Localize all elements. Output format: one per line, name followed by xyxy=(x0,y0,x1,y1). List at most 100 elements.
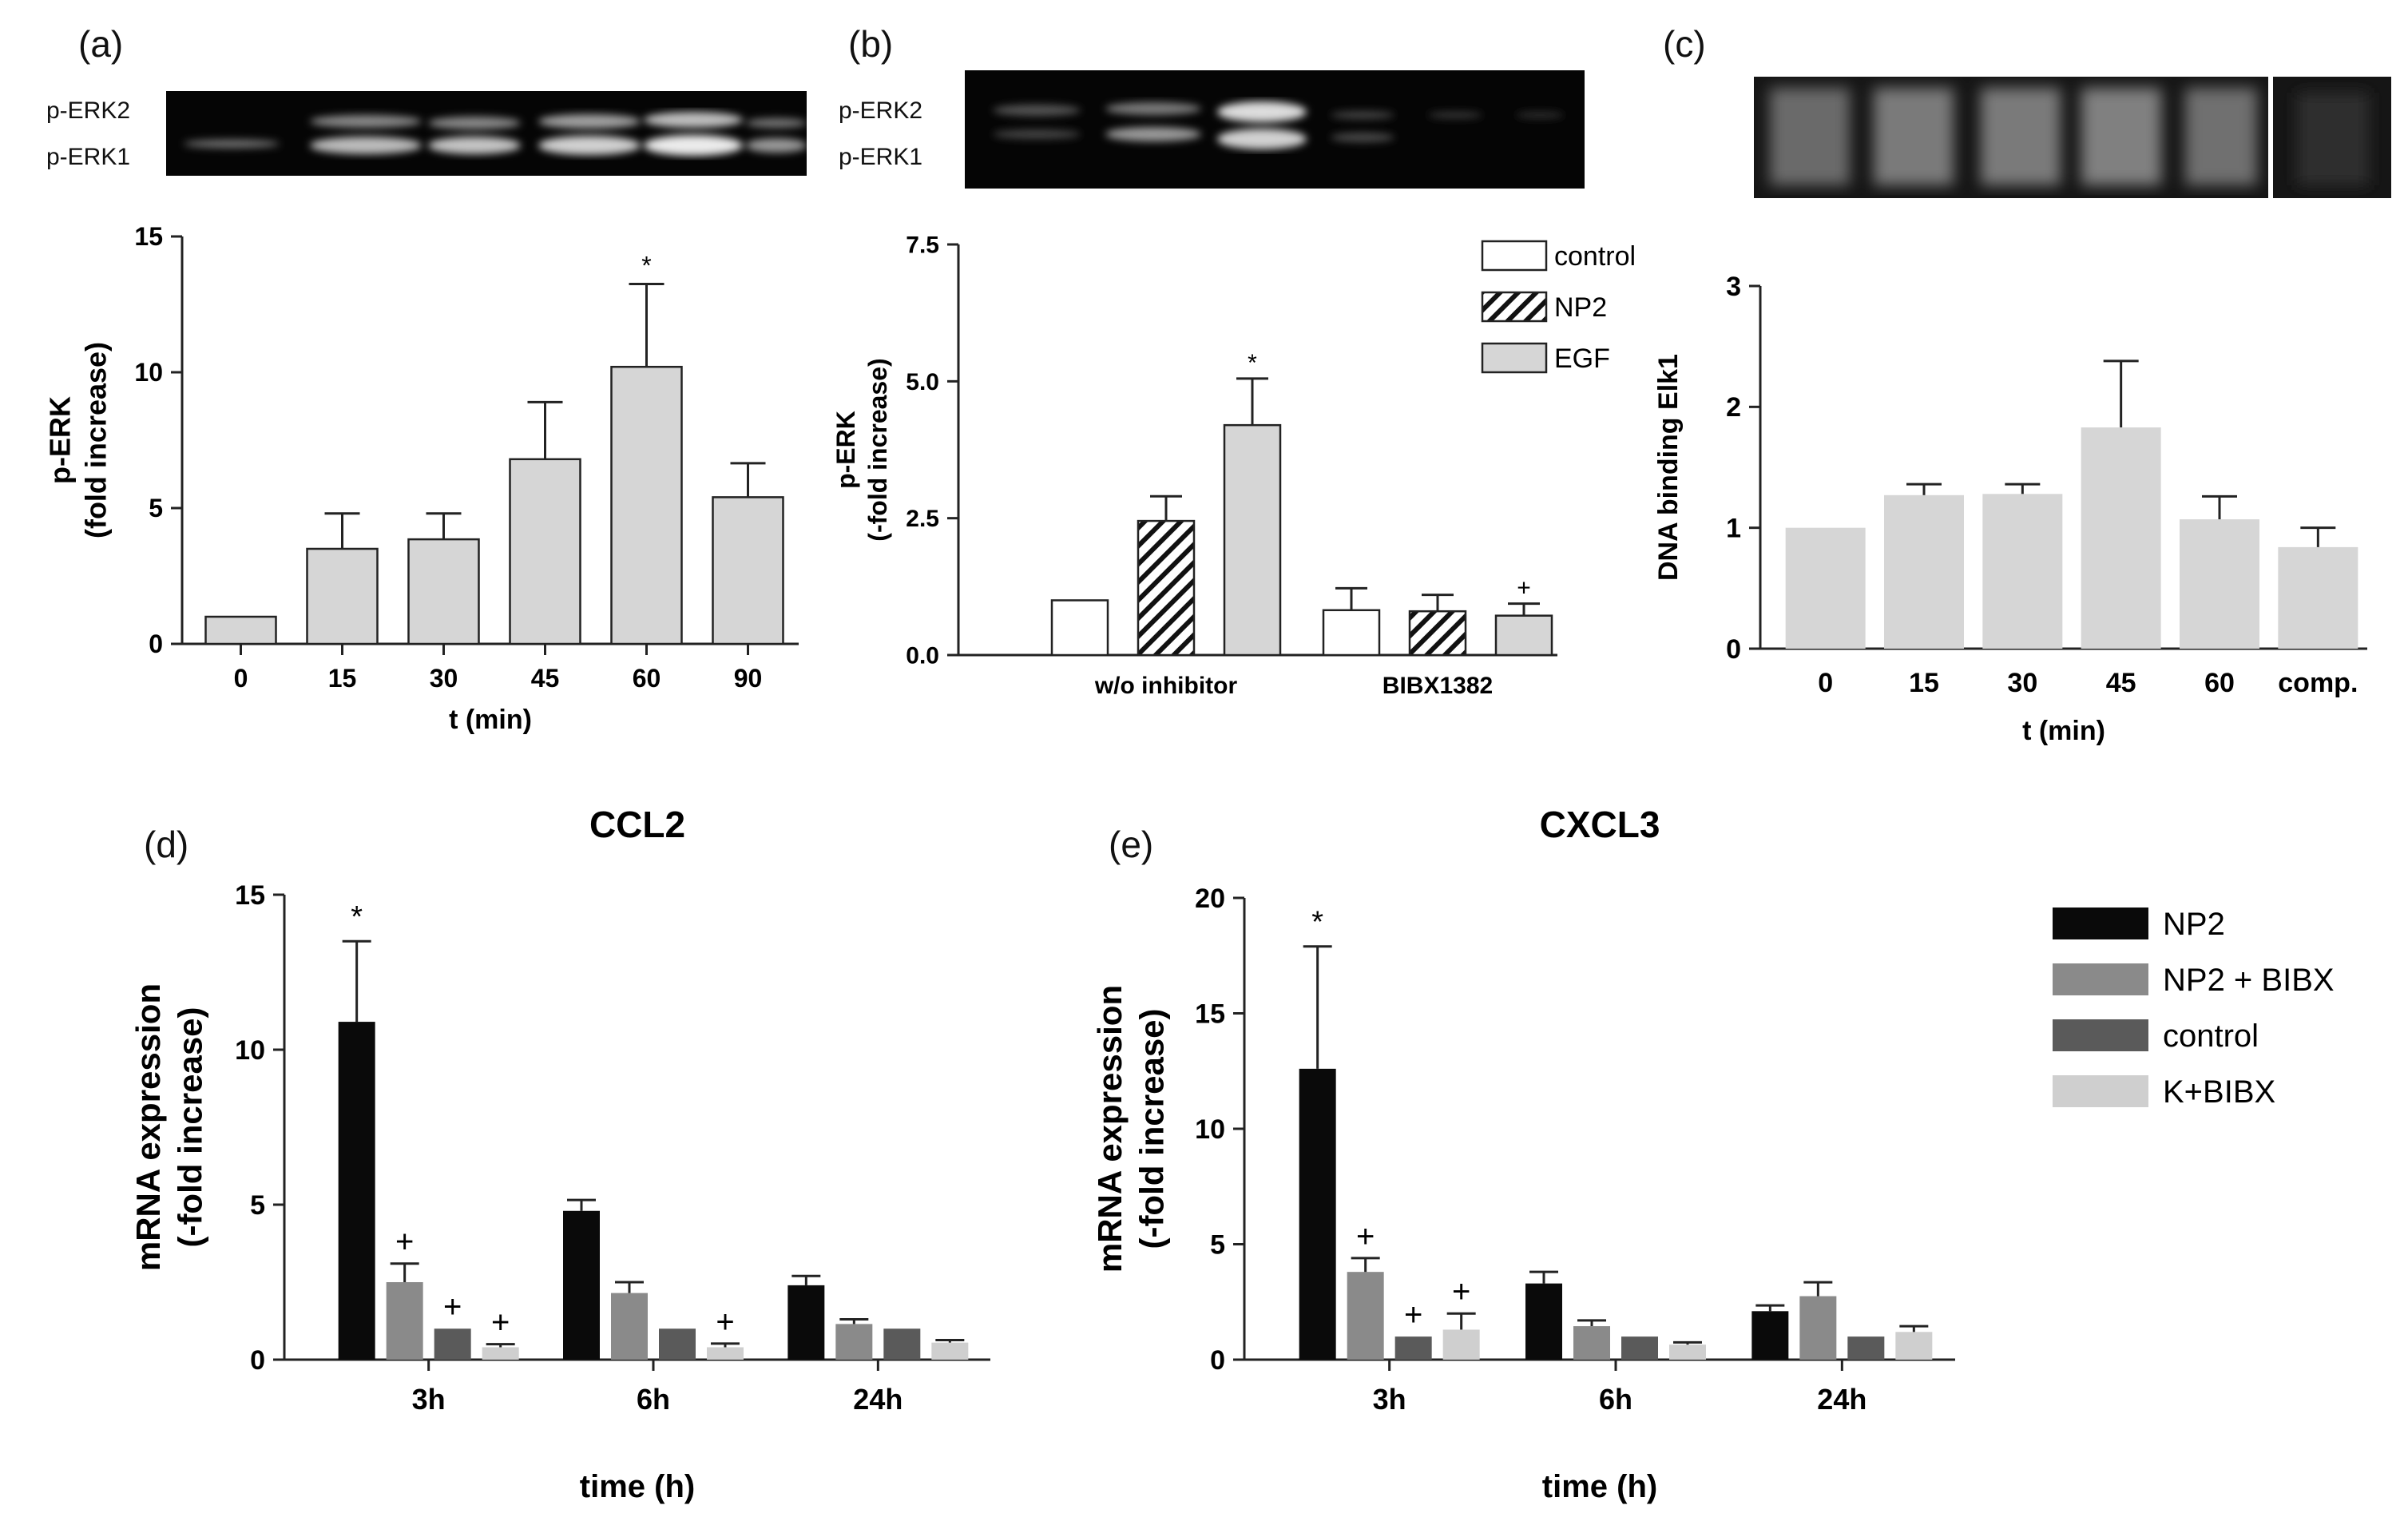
chart-c-y-tick-label: 3 xyxy=(1726,272,1741,302)
chart-c-x-tick-label: comp. xyxy=(2278,668,2358,698)
chart-b-y-tick-label: 2.5 xyxy=(906,506,939,532)
legend-de-label: NP2 + BIBX xyxy=(2163,963,2335,998)
chart-a-bar xyxy=(407,538,480,645)
chart-c-x-tick-label: 0 xyxy=(1818,668,1833,698)
legend-de-swatch xyxy=(2053,1075,2148,1107)
chart-b-annotation: + xyxy=(1517,575,1531,602)
chart-a-y-title: (fold increase) xyxy=(80,342,113,538)
legend-de-label: NP2 xyxy=(2163,907,2225,942)
chart-e-bar xyxy=(1394,1336,1432,1360)
chart-b-x-tick-label: BIBX1382 xyxy=(1383,673,1493,699)
chart-e-x-tick-label: 6h xyxy=(1599,1383,1632,1416)
chart-a-x-title: t (min) xyxy=(449,705,532,735)
chart-c-y-title: DNA binding Elk1 xyxy=(1653,354,1684,581)
chart-b-y-title: (-fold increase) xyxy=(863,358,892,541)
chart-d-annotation: + xyxy=(395,1225,414,1260)
chart-e-annotation: * xyxy=(1311,906,1323,939)
chart-c-bar xyxy=(2081,427,2161,649)
chart-c-bar xyxy=(2180,519,2259,649)
chart-e-x-tick-label: 3h xyxy=(1373,1383,1406,1416)
chart-e-x-title: time (h) xyxy=(1542,1469,1657,1504)
chart-d-bar xyxy=(563,1210,600,1360)
chart-a-x-tick-label: 15 xyxy=(328,664,357,693)
legend-de-swatch xyxy=(2053,963,2148,995)
chart-d-bar xyxy=(386,1282,423,1360)
chart-c-bar xyxy=(2278,546,2358,649)
chart-d-bar xyxy=(434,1328,471,1360)
chart-b-bar xyxy=(1050,599,1109,657)
chart-a-y-tick-label: 0 xyxy=(149,629,163,658)
chart-e-y-tick-label: 5 xyxy=(1210,1229,1225,1260)
chart-b-legend-label: NP2 xyxy=(1554,292,1607,323)
chart-c-y-tick-label: 0 xyxy=(1726,634,1741,665)
chart-d-annotation: + xyxy=(491,1305,510,1340)
chart-d-bar xyxy=(787,1285,825,1360)
chart-a-x-tick-label: 0 xyxy=(234,664,248,693)
chart-c-x-tick-label: 60 xyxy=(2204,668,2235,698)
chart-d-title: CCL2 xyxy=(589,804,685,845)
chart-a: 0 5 10 15 0 15 30 45 * 60 90 t (min) p-ERK (fold incr… xyxy=(0,0,839,767)
panel-d-label: (d) xyxy=(144,824,189,865)
panel-a-label: (a) xyxy=(78,23,124,65)
chart-a-x-tick-label: 45 xyxy=(531,664,560,693)
chart-c-y-tick-label: 2 xyxy=(1726,392,1741,423)
chart-d-bar xyxy=(338,1022,375,1360)
legend-de-label: control xyxy=(2163,1019,2259,1054)
chart-a-svg: 0 5 10 15 0 15 30 45 * 60 90 t (min) p-ERK (fold incr… xyxy=(44,222,799,735)
blot-image-a xyxy=(166,91,807,176)
chart-b-y-tick-label: 7.5 xyxy=(906,232,939,259)
chart-e-bar xyxy=(1669,1344,1706,1360)
chart-b-svg: 0.0 2.5 5.0 7.5 * w/o inhibitor + BIBX1382 p-ERK… xyxy=(831,232,1636,700)
chart-e-bar xyxy=(1299,1068,1336,1360)
chart-a-bar xyxy=(306,547,379,645)
chart-d-svg: 0 5 10 15 * + + +3h +6h 24h CCL2 time (h) mRNA expre… xyxy=(129,804,990,1504)
chart-e-bar xyxy=(1621,1336,1658,1360)
blot-image-c xyxy=(1754,77,2391,198)
panel-e-label: (e) xyxy=(1109,824,1154,865)
chart-c-x-title: t (min) xyxy=(2022,716,2105,746)
chart-c: 0 1 2 3 0 15 30 45 60 comp. t (min) DNA binding Elk… xyxy=(0,0,2408,767)
blot-b-label-erk1: p-ERK1 xyxy=(839,144,923,170)
blot-a-label-erk2: p-ERK2 xyxy=(46,97,131,124)
chart-e-bar xyxy=(1847,1336,1885,1360)
chart-e-bar xyxy=(1573,1326,1610,1360)
blot-a-label-erk1: p-ERK1 xyxy=(46,144,131,170)
chart-d-annotation: * xyxy=(351,900,363,934)
chart-d-y-title: mRNA expression xyxy=(129,983,167,1271)
chart-c-x-tick-label: 45 xyxy=(2106,668,2136,698)
chart-a-bar xyxy=(509,458,581,645)
chart-a-y-title: p-ERK xyxy=(44,396,77,484)
chart-b-bar xyxy=(1494,614,1553,657)
chart-c-y-tick-label: 1 xyxy=(1726,514,1741,544)
chart-a-x-tick-label: 30 xyxy=(430,664,458,693)
chart-a-annotation: * xyxy=(641,252,651,280)
chart-d-x-title: time (h) xyxy=(580,1469,695,1504)
chart-d-annotation: + xyxy=(716,1305,734,1340)
chart-c-x-tick-label: 30 xyxy=(2007,668,2037,698)
chart-e-annotation: + xyxy=(1404,1297,1422,1332)
chart-b-bar xyxy=(1408,610,1467,657)
legend-de-swatch xyxy=(2053,1019,2148,1051)
chart-d-y-title: (-fold increase) xyxy=(171,1007,208,1247)
chart-b-x-tick-label: w/o inhibitor xyxy=(1094,673,1238,699)
chart-e-y-title: mRNA expression xyxy=(1091,985,1129,1273)
chart-e-y-title: (-fold increase) xyxy=(1133,1008,1170,1249)
chart-b: 0.0 2.5 5.0 7.5 * w/o inhibitor + BIBX1382 p-ERK… xyxy=(0,0,1677,767)
chart-d: 0 5 10 15 * + + +3h +6h 24h CCL2 time (h) mRNA expre… xyxy=(0,0,1038,1537)
chart-a-y-tick-label: 5 xyxy=(149,494,163,522)
blot-image-b xyxy=(965,70,1585,189)
chart-b-y-title: p-ERK xyxy=(831,411,860,489)
chart-e-y-tick-label: 0 xyxy=(1210,1345,1225,1376)
chart-b-bar xyxy=(1223,423,1282,657)
chart-a-x-tick-label: 90 xyxy=(734,664,763,693)
chart-a-y-tick-label: 10 xyxy=(134,358,163,387)
chart-a-y-tick-label: 15 xyxy=(134,222,163,251)
panel-c-label: (c) xyxy=(1663,23,1706,65)
chart-d-bar xyxy=(611,1293,648,1360)
chart-b-annotation: * xyxy=(1248,350,1257,376)
chart-c-bar xyxy=(1982,494,2063,649)
chart-d-x-tick-label: 24h xyxy=(853,1383,903,1416)
